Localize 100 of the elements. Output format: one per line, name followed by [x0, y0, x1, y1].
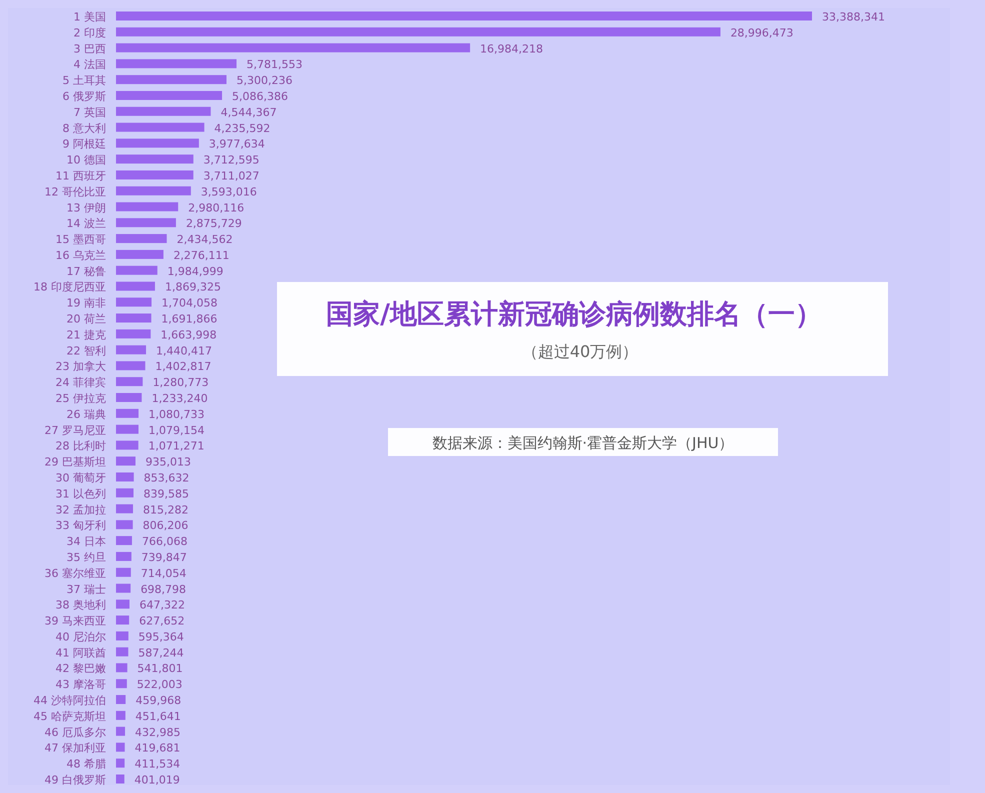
- bar: [116, 154, 194, 164]
- y-tick-label: 21 捷克: [66, 328, 106, 342]
- bar: [116, 59, 237, 68]
- y-tick-label: 25 伊拉克: [56, 392, 106, 405]
- data-label: 853,632: [144, 471, 190, 484]
- y-tick-label: 27 罗马尼亚: [44, 424, 106, 437]
- data-label: 714,054: [140, 566, 186, 580]
- y-tick-label: 44 沙特阿拉伯: [34, 694, 106, 708]
- y-tick-label: 10 德国: [66, 154, 106, 167]
- y-tick-label: 26 瑞典: [66, 408, 106, 421]
- bar: [116, 647, 128, 656]
- data-label: 1,663,998: [160, 328, 217, 342]
- y-tick-label: 40 尼泊尔: [56, 630, 106, 644]
- y-tick-label: 48 希腊: [66, 758, 106, 771]
- data-label: 541,801: [137, 662, 183, 676]
- y-tick-label: 28 比利时: [56, 440, 106, 453]
- annotation: 数据来源：美国约翰斯·霍普金斯大学（JHU）: [432, 434, 734, 452]
- bar: [116, 377, 143, 386]
- data-label: 806,206: [142, 519, 188, 532]
- bar: [116, 314, 152, 323]
- y-tick-label: 32 孟加拉: [56, 503, 106, 516]
- data-label: 3,593,016: [200, 185, 257, 198]
- data-label: 3,711,027: [203, 169, 260, 182]
- data-label: 2,434,562: [176, 233, 233, 246]
- data-label: 419,681: [134, 742, 180, 755]
- y-tick-label: 39 马来西亚: [44, 614, 106, 628]
- bar: [116, 424, 138, 434]
- bar: [116, 616, 130, 625]
- data-label: 1,984,999: [167, 264, 224, 278]
- data-label: 2,276,111: [173, 248, 230, 262]
- y-tick-label: 38 奥地利: [56, 598, 106, 612]
- bar: [116, 504, 133, 514]
- y-tick-label: 31 以色列: [56, 487, 106, 500]
- data-label: 1,071,271: [148, 440, 204, 453]
- y-tick-label: 43 摩洛哥: [56, 678, 106, 692]
- data-label: 1,079,154: [148, 424, 204, 437]
- bar: [116, 408, 139, 418]
- y-tick-label: 29 巴基斯坦: [44, 456, 106, 469]
- data-label: 647,322: [139, 598, 185, 612]
- y-tick-label: 35 约旦: [66, 550, 106, 564]
- bar: [116, 472, 134, 482]
- bar: [116, 710, 126, 720]
- bar: [116, 568, 131, 577]
- data-label: 432,985: [135, 726, 181, 739]
- bar: [116, 12, 812, 20]
- data-label: 28,996,473: [730, 26, 794, 40]
- text: 国家/地区累计新冠确诊病例数排名（一）: [326, 299, 822, 330]
- data-label: 1,080,733: [148, 408, 205, 421]
- y-tick-label: 30 葡萄牙: [56, 471, 106, 484]
- y-tick-label: 14 波兰: [66, 217, 106, 230]
- bar: [116, 600, 130, 609]
- y-tick-label: 13 伊朗: [66, 201, 106, 214]
- bar: [116, 393, 142, 402]
- y-tick-label: 47 保加利亚: [44, 742, 106, 755]
- y-tick-label: 17 秘鲁: [66, 264, 106, 278]
- y-tick-label: 11 西班牙: [56, 169, 106, 182]
- y-tick-label: 16 乌克兰: [56, 248, 106, 262]
- data-label: 1,280,773: [152, 376, 209, 390]
- y-tick-label: 19 南非: [66, 296, 106, 310]
- data-label: 698,798: [140, 582, 186, 596]
- data-label: 411,534: [134, 758, 180, 771]
- data-label: 3,712,595: [203, 154, 260, 167]
- y-tick-label: 37 瑞士: [66, 582, 106, 596]
- bar: [116, 679, 127, 688]
- y-tick-label: 6 俄罗斯: [62, 90, 106, 103]
- bar: [116, 361, 146, 370]
- data-label: 4,235,592: [214, 122, 270, 135]
- bar: [116, 75, 226, 84]
- y-tick-label: 2 印度: [74, 26, 106, 40]
- data-label: 401,019: [134, 774, 180, 786]
- y-tick-label: 45 哈萨克斯坦: [34, 710, 106, 723]
- data-label: 459,968: [136, 694, 182, 708]
- data-label: 522,003: [136, 678, 182, 692]
- bar: [116, 90, 222, 100]
- data-label: 1,440,417: [156, 344, 212, 358]
- y-tick-label: 23 加拿大: [56, 360, 106, 374]
- bar: [116, 234, 167, 244]
- data-label: 2,980,116: [188, 201, 244, 214]
- y-tick-label: 4 法国: [74, 58, 106, 72]
- bar: [116, 218, 176, 228]
- data-label: 451,641: [135, 710, 181, 723]
- data-label: 2,875,729: [186, 217, 242, 230]
- bar: [116, 202, 178, 212]
- bar: [116, 266, 158, 275]
- bar: [116, 758, 125, 768]
- bar: [116, 27, 720, 36]
- y-tick-label: 9 阿根廷: [62, 138, 106, 151]
- data-label: 33,388,341: [822, 10, 885, 24]
- bar: [116, 695, 126, 704]
- data-label: 5,086,386: [232, 90, 288, 103]
- y-tick-label: 5 土耳其: [62, 74, 106, 88]
- y-tick-label: 46 厄瓜多尔: [44, 726, 106, 739]
- data-label: 1,233,240: [152, 392, 208, 405]
- data-label: 1,869,325: [164, 280, 221, 294]
- bar: [116, 774, 124, 784]
- bar: [116, 186, 191, 196]
- data-label: 1,704,058: [162, 296, 218, 310]
- bar: [116, 536, 132, 546]
- y-tick-label: 22 智利: [66, 344, 106, 358]
- y-tick-label: 24 菲律宾: [56, 376, 106, 390]
